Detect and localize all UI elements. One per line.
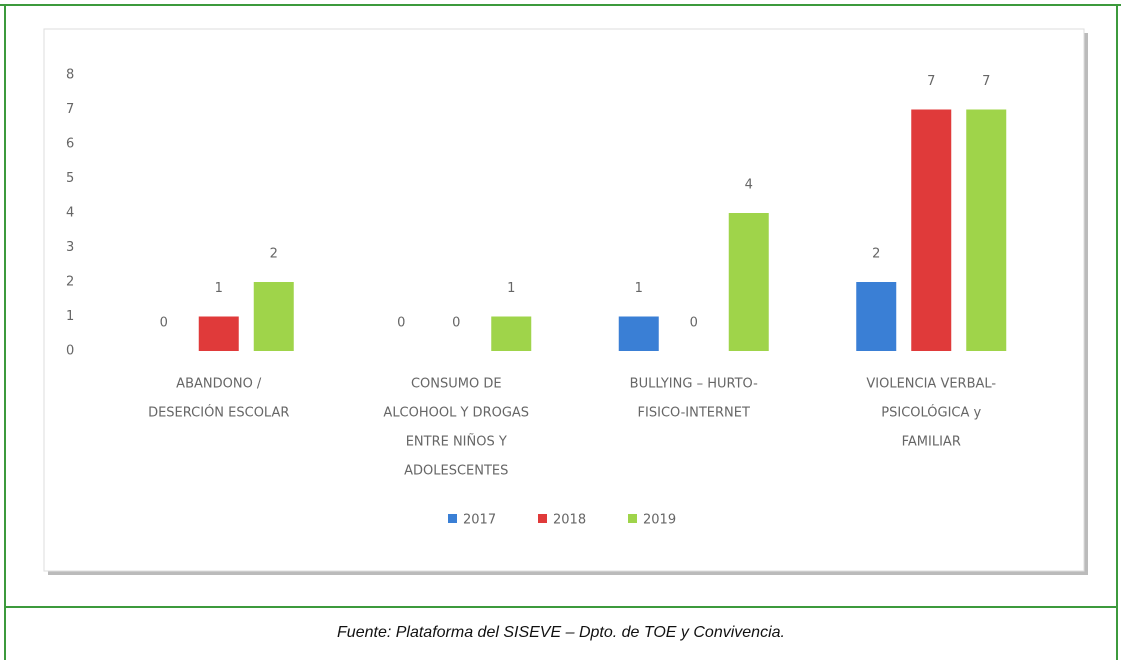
legend-label: 2018 [553,513,586,528]
y-tick-label: 2 [66,275,74,290]
data-label: 2 [270,247,278,262]
data-label: 0 [690,316,698,331]
x-tick-label: CONSUMO DE [411,377,502,392]
x-tick-label: ALCOHOOL Y DROGAS [383,406,529,421]
y-tick-label: 5 [66,171,74,186]
y-tick-label: 3 [66,240,74,255]
x-tick-label: ENTRE NIÑOS Y [406,434,507,450]
data-label: 0 [160,316,168,331]
data-label: 1 [215,281,223,296]
legend-swatch [538,514,547,523]
bar [911,109,952,351]
x-tick-label: FAMILIAR [902,435,961,450]
legend-swatch [448,514,457,523]
bar [198,316,239,351]
y-tick-label: 0 [66,344,74,359]
data-label: 2 [872,247,880,262]
bar [966,109,1007,351]
x-tick-label: DESERCIÓN ESCOLAR [148,405,289,421]
x-tick-label: VIOLENCIA VERBAL- [866,377,996,392]
data-label: 0 [397,316,405,331]
bar [253,282,294,351]
x-tick-label: PSICOLÓGICA y [881,405,981,421]
legend-swatch [628,514,637,523]
data-label: 7 [982,74,990,89]
data-label: 1 [507,281,515,296]
data-label: 1 [635,281,643,296]
bar [618,316,659,351]
caption: Fuente: Plataforma del SISEVE – Dpto. de… [337,624,785,641]
y-tick-label: 8 [66,68,74,83]
data-label: 4 [745,178,753,193]
x-tick-label: BULLYING – HURTO- [630,377,758,392]
data-label: 7 [927,74,935,89]
bar [728,213,769,351]
x-tick-label: ADOLESCENTES [404,464,508,479]
legend-label: 2017 [463,513,496,528]
bar [856,282,897,351]
y-tick-label: 7 [66,102,74,117]
bar [491,316,532,351]
chart-frame [43,28,1085,572]
legend-label: 2019 [643,513,676,528]
y-tick-label: 6 [66,137,74,152]
x-tick-label: ABANDONO / [176,377,262,392]
y-tick-label: 4 [66,206,74,221]
data-label: 0 [452,316,460,331]
x-tick-label: FISICO-INTERNET [638,406,750,421]
y-tick-label: 1 [66,309,74,324]
